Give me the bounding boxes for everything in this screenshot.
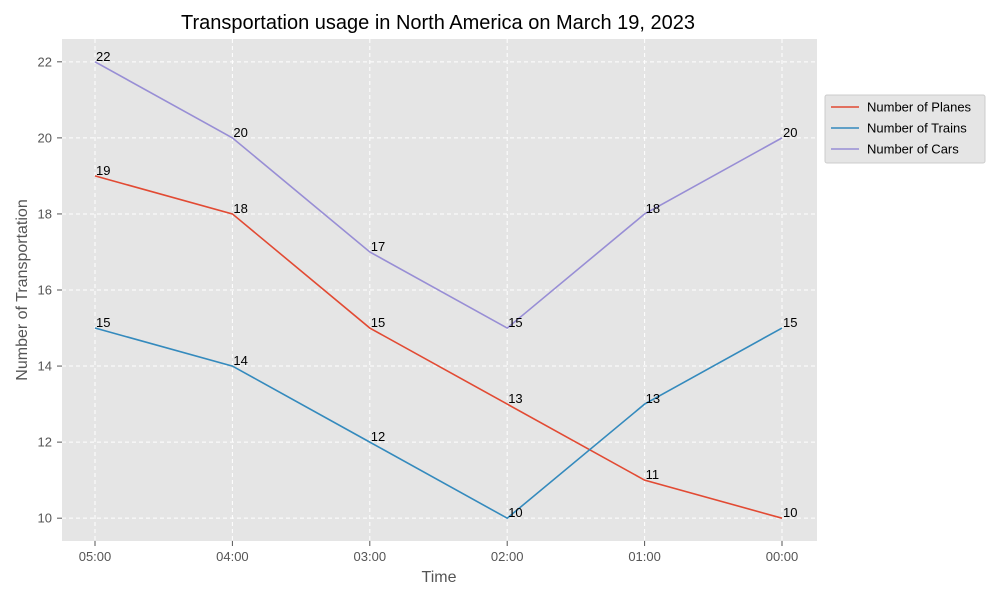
x-tick-label: 01:00 [628,549,661,564]
data-label: 19 [96,163,110,178]
x-tick-label: 00:00 [766,549,799,564]
data-label: 13 [646,391,660,406]
series-lines [94,61,783,520]
data-label: 15 [96,315,110,330]
data-label: 12 [371,429,385,444]
data-label: 15 [371,315,385,330]
x-tick-label: 03:00 [354,549,387,564]
data-label: 20 [233,125,247,140]
data-label: 14 [233,353,247,368]
x-tick-label: 04:00 [216,549,249,564]
data-label: 15 [783,315,797,330]
y-tick-label: 22 [38,54,52,69]
y-tick-label: 18 [38,206,52,221]
legend-box [824,94,986,164]
data-label: 11 [646,467,660,482]
data-label: 18 [233,201,247,216]
series-line-1 [94,175,783,519]
data-label: 22 [96,49,110,64]
y-axis: 10 12 14 16 18 20 22 [38,54,62,526]
chart-title: Transportation usage in North America on… [181,12,695,34]
data-labels: 19 18 15 13 11 10 15 14 12 10 13 15 22 20 17 15 18 20 [96,49,797,520]
y-tick-label: 14 [38,359,52,374]
legend-label: Number of Trains [867,121,967,136]
data-label: 18 [646,201,660,216]
data-label: 17 [371,239,385,254]
y-tick-label: 16 [38,283,52,298]
series-line-2 [94,327,783,520]
legend-label: Number of Cars [867,142,959,157]
series-line-3 [94,61,783,329]
y-tick-label: 12 [38,435,52,450]
data-label: 13 [508,391,522,406]
y-tick-label: 10 [38,511,52,526]
y-tick-label: 20 [38,130,52,145]
data-label: 10 [508,505,522,520]
data-label: 10 [783,505,797,520]
data-label: 15 [508,315,522,330]
legend: Number of Planes Number of Trains Number o… [824,94,986,164]
x-tick-label: 05:00 [79,549,112,564]
x-axis: 05:00 04:00 03:00 02:00 01:00 00:00 [79,541,799,564]
x-axis-label: Time [422,569,457,586]
data-label: 20 [783,125,797,140]
y-axis-label: Number of Transportation [14,199,31,380]
x-tick-label: 02:00 [491,549,524,564]
legend-label: Number of Planes [867,100,972,115]
